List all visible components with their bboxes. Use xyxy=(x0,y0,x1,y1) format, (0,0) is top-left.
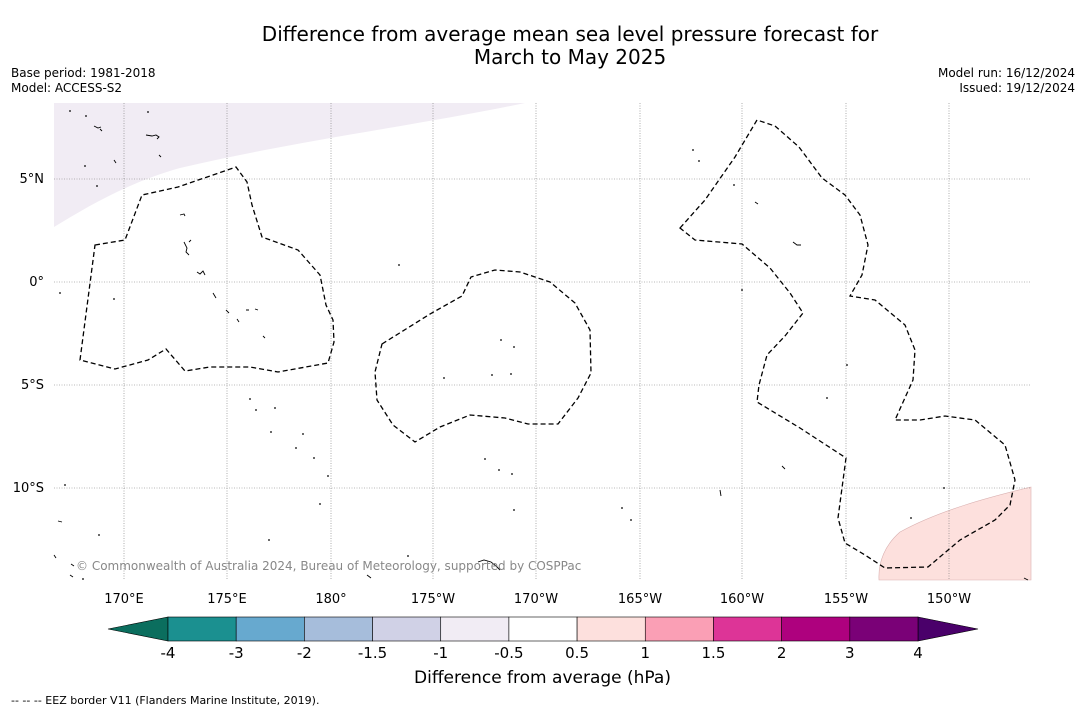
island xyxy=(754,201,759,205)
island xyxy=(225,309,230,314)
lon-label-175e: 175°E xyxy=(207,592,247,607)
colorbar-segment xyxy=(167,616,237,642)
colorbar-segment xyxy=(781,616,851,642)
title-line-1: Difference from average mean sea level p… xyxy=(261,22,879,46)
colorbar-extend-low xyxy=(107,616,169,642)
lon-label-160w: 160°W xyxy=(720,592,764,607)
colorbar-segment xyxy=(713,616,782,642)
island xyxy=(366,574,372,579)
colorbar-segment xyxy=(304,616,373,642)
lat-label-10s: 10°S xyxy=(13,481,44,496)
lat-label-5s: 5°S xyxy=(21,378,44,393)
lon-label-170w: 170°W xyxy=(514,592,558,607)
longitude-labels: 170°E 175°E 180° 175°W 170°W 165°W 160°W… xyxy=(104,592,971,607)
lat-label-5n: 5°N xyxy=(20,172,45,187)
lon-label-175w: 175°W xyxy=(411,592,455,607)
colorbar-extend-high xyxy=(917,616,979,642)
island xyxy=(1023,577,1029,581)
lon-label-165w: 165°W xyxy=(618,592,662,607)
title-line-2: March to May 2025 xyxy=(473,45,667,69)
island xyxy=(145,134,160,140)
base-period: Base period: 1981-2018 xyxy=(11,66,156,80)
island xyxy=(196,270,206,276)
colorbar-tick-label: 1 xyxy=(640,644,651,662)
island xyxy=(781,465,786,470)
island xyxy=(69,563,75,578)
island xyxy=(93,125,103,132)
lon-label-155w: 155°W xyxy=(824,592,868,607)
island xyxy=(236,318,240,323)
island xyxy=(246,308,259,311)
colorbar-segment xyxy=(849,616,919,642)
graticule xyxy=(54,103,1031,580)
island xyxy=(57,520,63,523)
island xyxy=(179,213,186,217)
island xyxy=(212,292,217,299)
latitude-labels: 5°N 0° 5°S 10°S xyxy=(13,172,44,496)
colorbar-tick-label: -3 xyxy=(228,644,244,662)
atolls xyxy=(59,110,945,580)
issued-date: Issued: 19/12/2024 xyxy=(959,81,1075,95)
lon-label-180: 180° xyxy=(315,592,346,607)
colorbar-tick-label: 4 xyxy=(913,644,923,662)
island xyxy=(719,489,722,497)
colorbar-segment xyxy=(576,616,646,642)
map-background xyxy=(54,103,1031,580)
colorbar-tick-label: 3 xyxy=(845,644,855,662)
negative-anomaly-region xyxy=(54,103,525,227)
island xyxy=(53,554,57,559)
colorbar-segment xyxy=(372,616,442,642)
eez-kiribati-line-islands xyxy=(679,119,1016,569)
colorbar-tick-label: -0.5 xyxy=(494,644,524,662)
colorbar-segments xyxy=(167,616,919,642)
island xyxy=(158,154,162,158)
colorbar-segment xyxy=(644,616,714,642)
island xyxy=(477,559,501,571)
island xyxy=(113,159,117,164)
eez-kiribati-phoenix xyxy=(374,269,592,443)
colorbar-tick-label: -1 xyxy=(433,644,449,662)
positive-anomaly-region xyxy=(878,486,1032,581)
islands xyxy=(53,125,1029,581)
eez-kiribati-gilberts xyxy=(79,166,335,373)
colorbar xyxy=(107,616,979,642)
colorbar-tick-label: 0.5 xyxy=(565,644,589,662)
colorbar-tick-label: 1.5 xyxy=(701,644,726,662)
colorbar-tick-label: -1.5 xyxy=(357,644,388,662)
island xyxy=(188,239,192,243)
colorbar-segment xyxy=(440,616,510,642)
colorbar-tick-label: -2 xyxy=(296,644,312,662)
colorbar-tick-label: 2 xyxy=(776,644,787,662)
eez-borders xyxy=(79,119,1016,569)
island xyxy=(262,335,266,339)
island xyxy=(183,241,190,256)
eez-footnote: -- -- -- EEZ border V11 (Flanders Marine… xyxy=(11,694,320,707)
colorbar-tick-label: -4 xyxy=(160,644,176,662)
lat-label-0: 0° xyxy=(29,275,44,290)
model-run: Model run: 16/12/2024 xyxy=(937,66,1075,80)
colorbar-segment xyxy=(508,616,578,642)
colorbar-title: Difference from average (hPa) xyxy=(414,668,671,688)
model-name: Model: ACCESS-S2 xyxy=(11,81,123,95)
lon-label-170e: 170°E xyxy=(104,592,144,607)
lon-label-150w: 150°W xyxy=(927,592,971,607)
island xyxy=(792,241,801,246)
colorbar-segment xyxy=(235,616,305,642)
copyright-notice: © Commonwealth of Australia 2024, Bureau… xyxy=(76,559,581,573)
